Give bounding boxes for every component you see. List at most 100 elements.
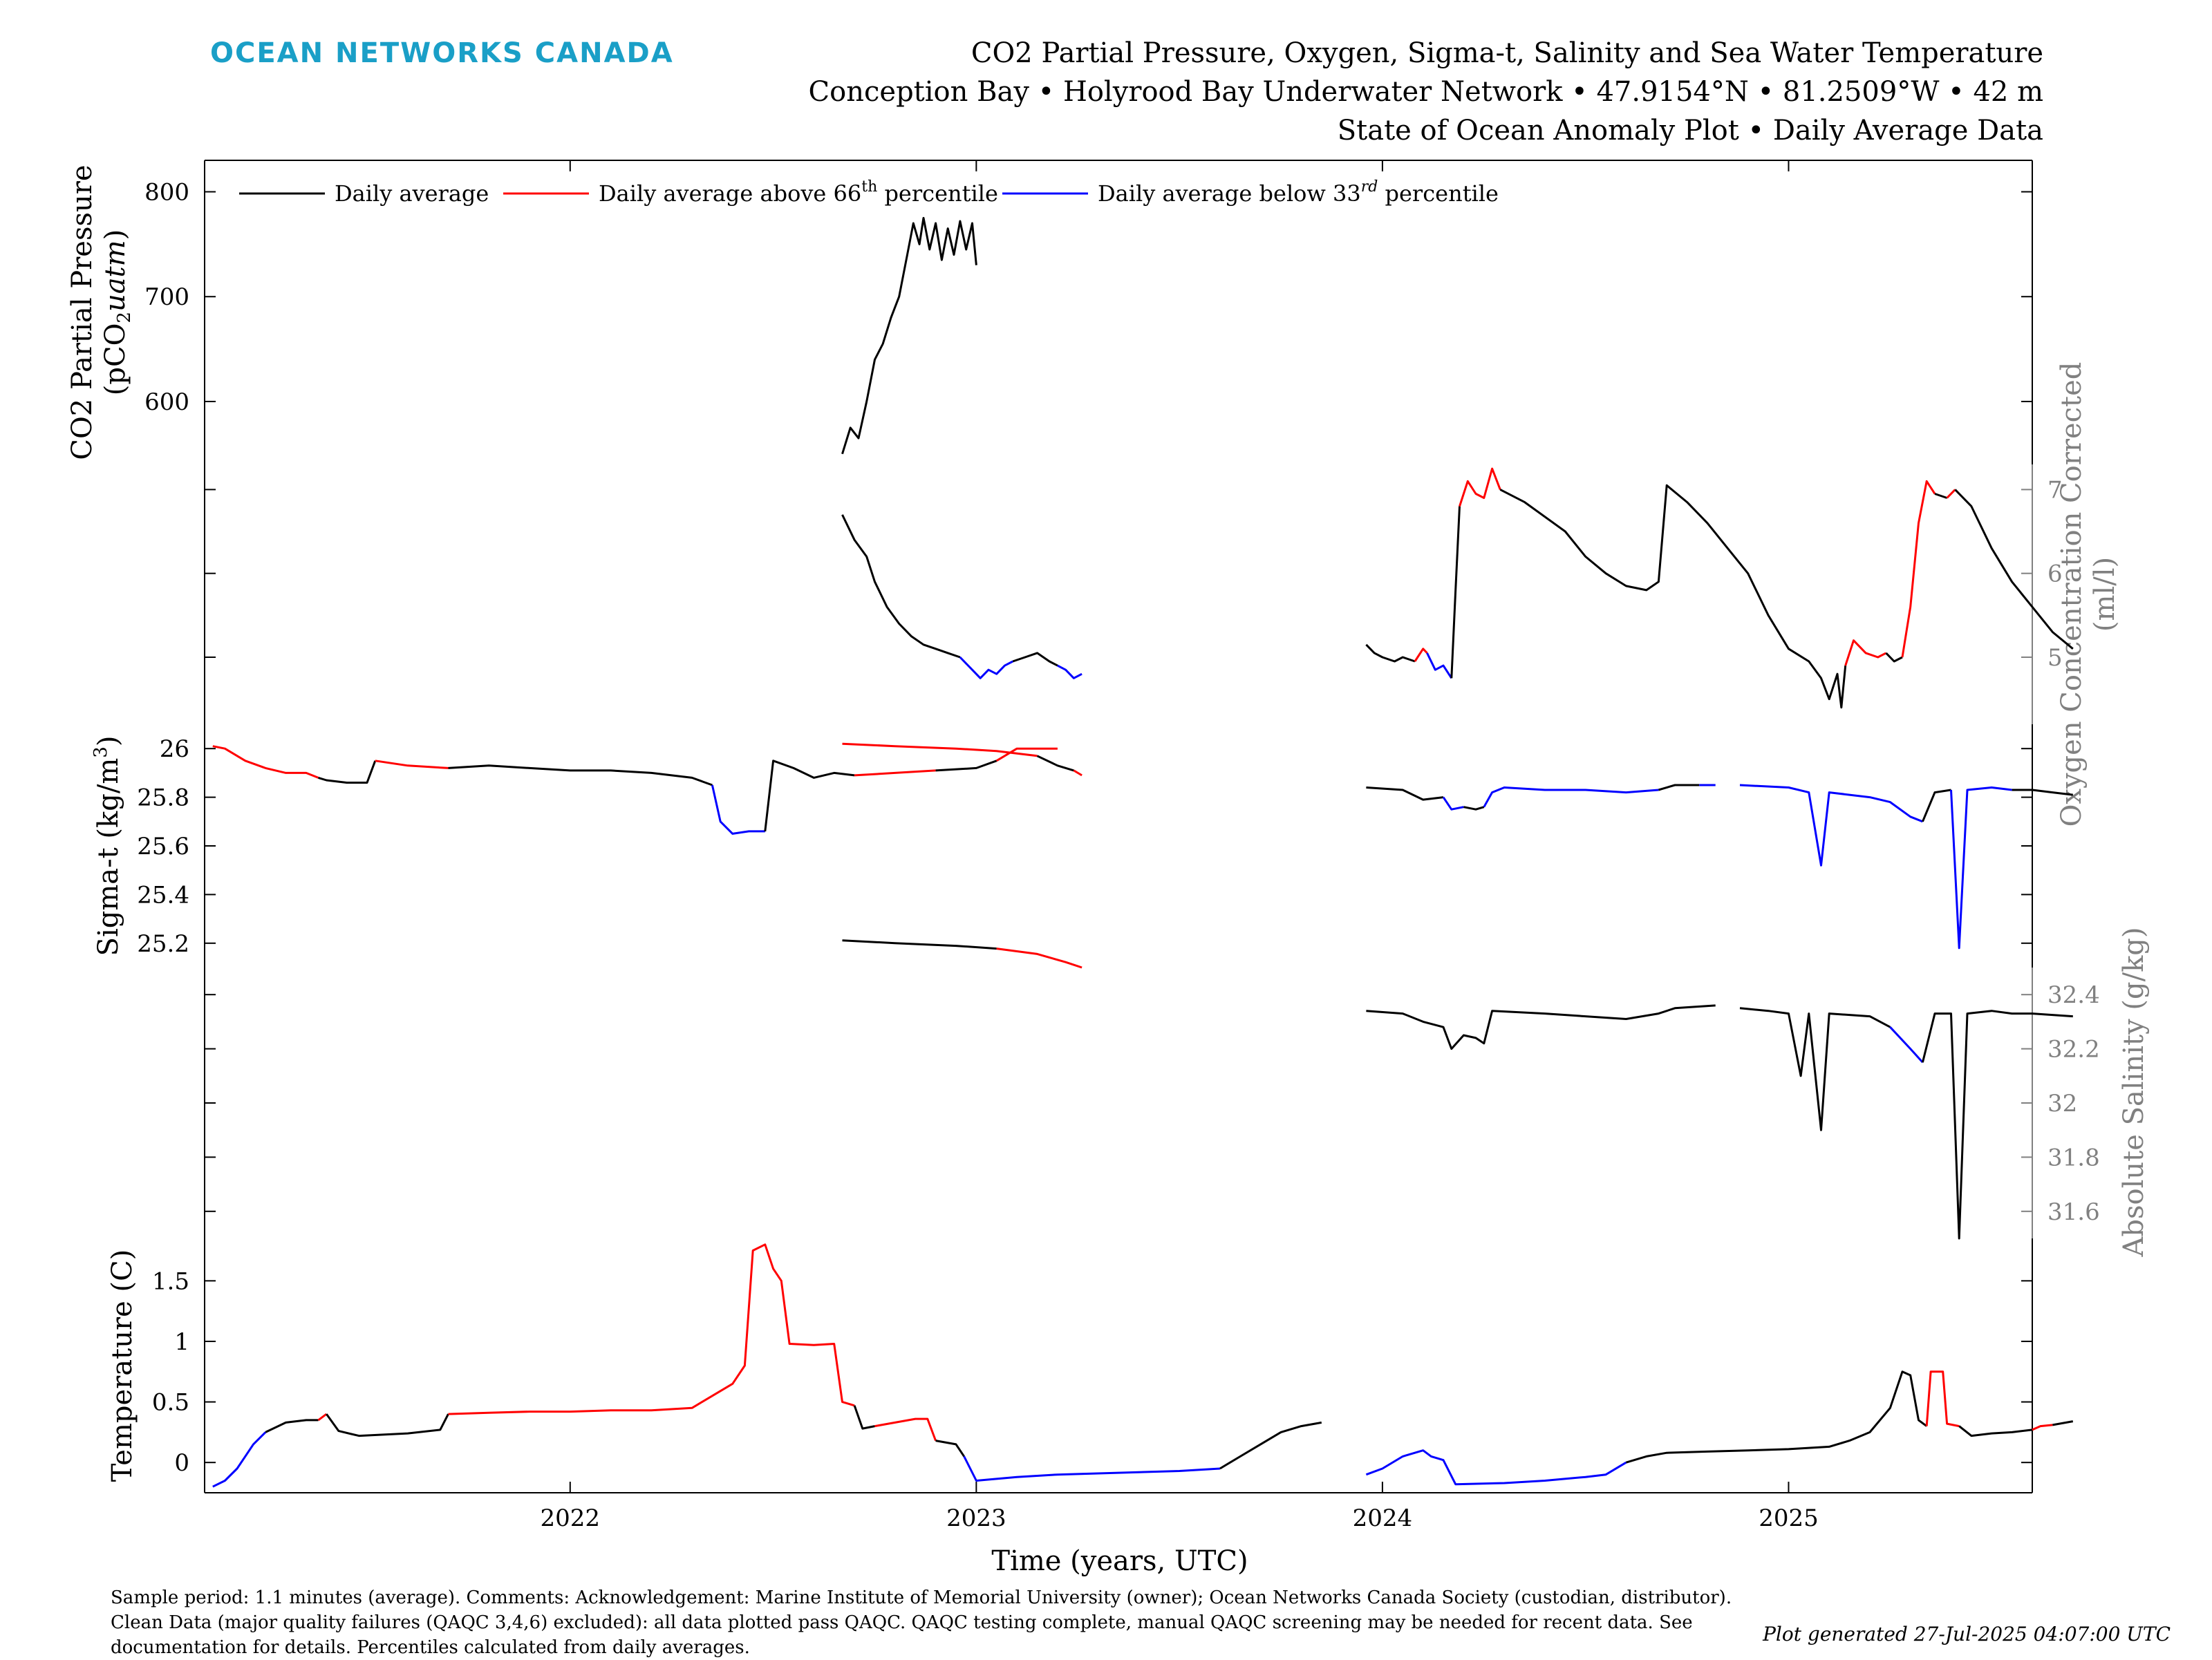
temperature-series-normal-1: [265, 1419, 319, 1433]
salinity-y-tick-label: 32: [2047, 1090, 2077, 1117]
sigma-series-above-8: [995, 747, 1058, 762]
legend-label-below: Daily average below 33rd percentile: [1098, 178, 1499, 207]
temperature-series-below-10: [1365, 1449, 1627, 1486]
oxygen-series-below-1: [959, 656, 1013, 679]
legend: Daily average Daily average above 66th p…: [239, 178, 1499, 207]
plot-generated-timestamp: Plot generated 27-Jul-2025 04:07:00 UTC: [1763, 1623, 2171, 1645]
co2-y-label-units: (pCO2uatm): [100, 229, 135, 395]
oxygen-series-above-12: [1901, 480, 1936, 658]
x-axis-label: Time (years, UTC): [991, 1545, 1248, 1577]
x-tick-label-2025: 2025: [1759, 1505, 1819, 1532]
legend-label-above: Daily average above 66th percentile: [599, 178, 998, 207]
sigma-series-normal-19: [1922, 789, 1951, 822]
sigma-series-normal-5: [764, 760, 855, 832]
ocean-networks-canada-logo: OCEAN NETWORKS CANADA: [210, 37, 674, 69]
sigma-y-tick-label: 25.8: [137, 784, 189, 812]
oxygen-series-above-10: [1844, 639, 1887, 666]
sigma-series-normal-14: [1463, 806, 1485, 811]
temperature-series-normal-7: [935, 1440, 965, 1458]
oxygen-series-normal-9: [1499, 484, 1847, 709]
salinity-y-tick-label: 32.2: [2047, 1036, 2100, 1064]
temperature-y-tick-label: 0: [174, 1449, 189, 1477]
sigma-y-tick-label: 26: [160, 735, 189, 763]
salinity-series-normal-5: [1921, 1010, 2073, 1240]
oxygen-series-normal-0: [841, 514, 961, 659]
co2-y-tick-label: 600: [144, 388, 189, 416]
sigma-series-normal-7: [935, 760, 997, 772]
sigma-y-tick-label: 25.2: [137, 930, 189, 958]
x-tick-label-2024: 2024: [1353, 1505, 1413, 1532]
sigma-series-normal-10: [1036, 755, 1074, 772]
temperature-series-above-4: [448, 1243, 855, 1415]
oxygen-series-normal-15: [1954, 489, 2074, 650]
temperature-y-label: Temperature (C): [106, 1249, 138, 1482]
temperature-series-normal-15: [2052, 1420, 2074, 1426]
oxygen-series-above-8: [1459, 467, 1501, 507]
salinity-y-tick-label: 31.6: [2047, 1198, 2100, 1226]
temperature-series-above-2: [317, 1413, 328, 1422]
sigma-series-below-20: [1950, 786, 2012, 950]
salinity-y-label: Absolute Salinity (g/kg): [2118, 927, 2150, 1257]
sigma-series-normal-16: [1658, 784, 1700, 791]
temperature-series-below-0: [212, 1431, 267, 1488]
temperature-series-above-6: [874, 1417, 937, 1442]
sigma-series-below-4: [711, 784, 765, 835]
sigma-series-normal-12: [1366, 786, 1444, 801]
oxygen-series-above-14: [1946, 489, 1956, 499]
salinity-y-tick-label: 32.4: [2047, 981, 2100, 1009]
x-axis: 2022 2023 2024 2025: [541, 160, 1819, 1532]
data-series: [212, 216, 2074, 1488]
co2-y-tick-label: 700: [144, 283, 189, 311]
temperature-series-above-12: [1925, 1370, 1960, 1428]
temperature-series-normal-11: [1625, 1370, 1928, 1464]
oxygen-y-tick-label: 7: [2047, 476, 2063, 504]
salinity-series-below-4: [1889, 1026, 1924, 1064]
oxygen-series-below-6: [1426, 652, 1453, 679]
co2-y-tick-label: 800: [144, 179, 189, 207]
temperature-series-below-8: [963, 1455, 1220, 1482]
oxygen-series-normal-7: [1450, 506, 1461, 679]
chart-subtitle-plot-type: State of Ocean Anomaly Plot • Daily Aver…: [1337, 115, 2043, 147]
oxygen-series-normal-13: [1934, 493, 1948, 499]
temperature-series-normal-9: [1219, 1421, 1322, 1470]
oxygen-y-label-units: (ml/l): [2089, 557, 2121, 632]
temperature-y-tick-label: 1.5: [152, 1267, 189, 1295]
temperature-series-above-14: [2032, 1424, 2053, 1431]
salinity-series-normal-0: [842, 939, 997, 950]
sigma-series-below-18: [1739, 784, 1923, 867]
salinity-series-normal-2: [1366, 1004, 1716, 1050]
sigma-series-above-2: [375, 760, 449, 769]
temperature-y-tick-label: 0.5: [152, 1389, 189, 1417]
oxygen-series-below-3: [1057, 664, 1082, 679]
sigma-y-tick-label: 25.4: [137, 881, 189, 909]
salinity-series-above-1: [996, 947, 1082, 969]
sigma-series-normal-3: [448, 764, 713, 786]
sigma-series-normal-21: [2012, 789, 2073, 796]
sigma-y-tick-label: 25.6: [137, 833, 189, 860]
footer-comments: Sample period: 1.1 minutes (average). Co…: [111, 1587, 1732, 1658]
temperature-series-normal-13: [1958, 1425, 2033, 1437]
co2-series-normal-0: [841, 216, 977, 455]
temperature-series-normal-3: [326, 1413, 449, 1437]
sigma-series-below-13: [1442, 796, 1464, 811]
panel-frames: [204, 160, 2033, 1493]
sigma-series-above-9: [842, 742, 1038, 757]
oxygen-series-normal-4: [1365, 643, 1416, 663]
co2-y-label: CO2 Partial Pressure: [66, 164, 98, 460]
oxygen-y-label: Oxygen Concentration Corrected: [2056, 362, 2088, 827]
oxygen-series-above-5: [1414, 648, 1428, 662]
chart-title: CO2 Partial Pressure, Oxygen, Sigma-t, S…: [971, 37, 2043, 69]
oxygen-y-tick-label: 5: [2047, 644, 2063, 672]
salinity-series-normal-3: [1739, 1007, 1891, 1131]
sigma-series-below-15: [1483, 786, 1659, 808]
legend-label-daily-average: Daily average: [335, 180, 489, 207]
sigma-series-above-11: [1073, 769, 1082, 777]
temperature-series-normal-5: [853, 1405, 875, 1430]
y-axes: 600 700 800 CO2 Partial Pressure (pCO2uatm) 5…: [66, 164, 2150, 1482]
x-tick-label-2023: 2023: [946, 1505, 1006, 1532]
oxygen-series-normal-11: [1885, 652, 1903, 663]
sigma-y-label: Sigma-t (kg/m3): [91, 736, 124, 956]
chart-subtitle-location: Conception Bay • Holyrood Bay Underwater…: [808, 76, 2043, 108]
salinity-y-tick-label: 31.8: [2047, 1144, 2100, 1171]
